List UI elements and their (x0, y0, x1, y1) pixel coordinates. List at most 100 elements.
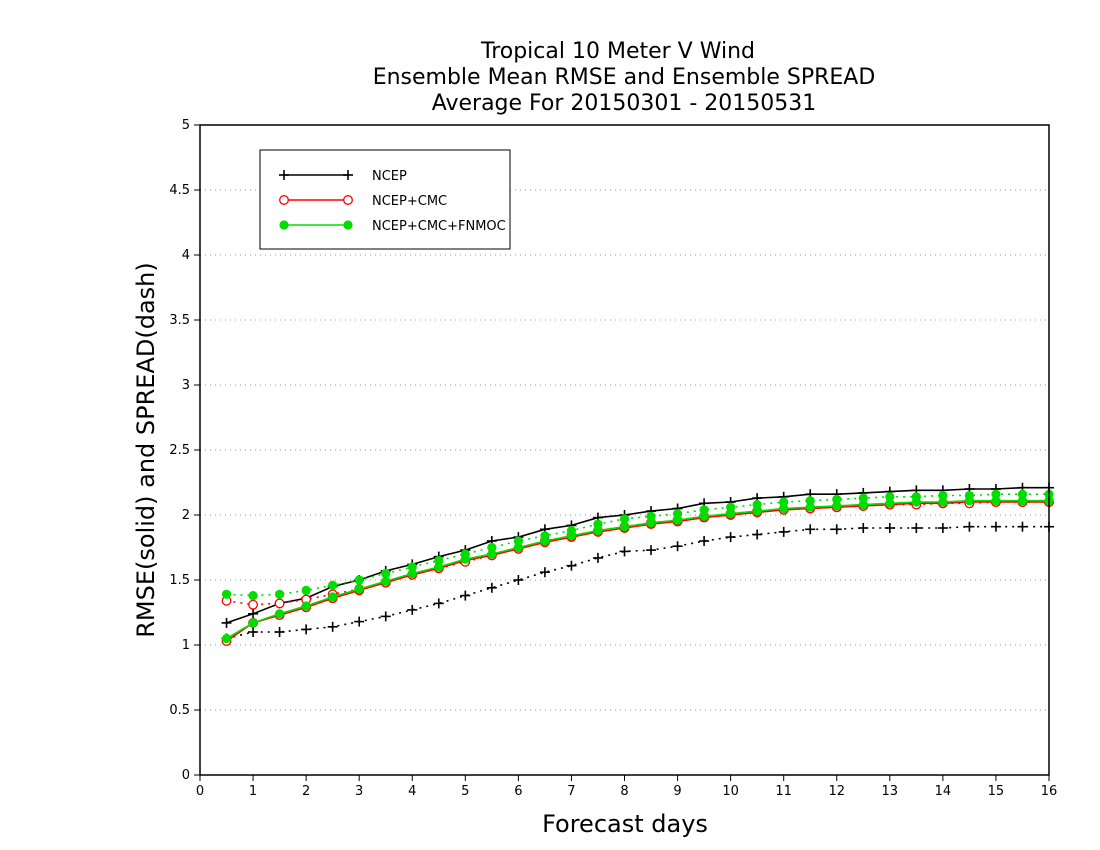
spread-point (885, 492, 895, 502)
spread-point (884, 523, 895, 533)
y-tick-label: 4 (182, 248, 190, 263)
spread-point (354, 575, 364, 585)
spread-point (592, 552, 603, 563)
spread-point (699, 505, 709, 515)
spread-point (832, 494, 842, 504)
x-tick-label: 6 (514, 784, 522, 799)
spread-point (619, 546, 630, 557)
rmse-line (226, 501, 1049, 642)
spread-point (566, 560, 577, 571)
spread-point (407, 562, 417, 572)
legend-label: NCEP+CMC (372, 194, 447, 209)
plot-frame (199, 124, 1050, 776)
x-tick-label: 16 (1041, 784, 1058, 799)
y-tick-label: 2.5 (169, 443, 190, 458)
rmse-point (593, 526, 603, 536)
spread-point (434, 555, 444, 566)
rmse-point (699, 511, 709, 521)
x-tick-label: 14 (935, 784, 952, 799)
rmse-point (354, 584, 364, 594)
x-tick-label: 12 (828, 784, 845, 799)
legend-item: NCEP (279, 169, 407, 184)
rmse-point (434, 562, 444, 572)
rmse-point (248, 608, 259, 619)
legend-marker-right (343, 170, 353, 180)
legend-marker-left (279, 170, 289, 180)
spread-point (646, 511, 656, 521)
y-tick-label: 1.5 (169, 573, 190, 588)
spread-point (274, 598, 285, 609)
spread-point (699, 536, 710, 546)
spread-point (911, 523, 922, 533)
spread-point (805, 524, 816, 535)
spread-point (672, 541, 683, 552)
spread-point (725, 532, 736, 543)
spread-point (646, 545, 657, 556)
x-axis-label: Forecast days (542, 810, 708, 838)
legend-item: NCEP+CMC+FNMOC (279, 219, 506, 234)
spread-point (301, 624, 312, 635)
rmse-point (221, 633, 232, 644)
legend: NCEP NCEP+CMC NCEP+CMC+FNMOC (259, 149, 511, 250)
x-tick-label: 1 (249, 784, 257, 799)
rmse-point (938, 497, 948, 507)
series-ncep (221, 482, 1054, 644)
spread-point (221, 589, 232, 599)
x-tick-label: 15 (988, 784, 1005, 799)
rmse-point (991, 496, 1001, 506)
x-tick-label: 13 (882, 784, 899, 799)
spread-point (964, 521, 975, 532)
spread-point (486, 582, 497, 593)
legend-label: NCEP+CMC+FNMOC (372, 219, 506, 234)
spread-point (858, 523, 869, 533)
spread-point (380, 611, 391, 622)
rmse-point (752, 506, 762, 516)
y-tick-label: 3.5 (169, 313, 190, 328)
rmse-point (832, 501, 842, 511)
spread-point (726, 502, 736, 512)
x-tick-label: 2 (302, 784, 310, 799)
rmse-point (487, 549, 497, 559)
legend-marker-right (343, 220, 353, 230)
y-tick-label: 2 (182, 508, 190, 523)
legend-marker-left (279, 220, 289, 230)
spread-point (539, 567, 550, 578)
spread-point (248, 591, 258, 601)
rmse-line (226, 486, 1049, 624)
x-tick-label: 9 (673, 784, 681, 799)
legend-item: NCEP+CMC (279, 194, 447, 209)
spread-point (248, 627, 259, 637)
spread-point (460, 549, 470, 559)
spread-point (381, 568, 391, 579)
spread-point (779, 497, 789, 507)
x-tick-label: 10 (722, 784, 739, 799)
x-tick-label: 11 (775, 784, 792, 799)
spread-point (991, 489, 1001, 499)
chart-title: Tropical 10 Meter V Wind Ensemble Mean R… (373, 39, 876, 116)
spread-point (1017, 521, 1028, 532)
rmse-point (726, 509, 736, 519)
spread-point (593, 519, 603, 529)
spread-point (858, 493, 868, 503)
spread-point (327, 621, 338, 632)
spread-point (964, 490, 975, 501)
spread-point (1017, 489, 1028, 499)
title-line-3: Average For 20150301 - 20150531 (432, 91, 817, 116)
x-tick-label: 5 (461, 784, 469, 799)
x-tick-label: 7 (567, 784, 575, 799)
x-axis-ticks: 0 1 2 3 4 5 6 7 8 9 10 11 12 13 14 15 16 (196, 775, 1057, 799)
gridlines (200, 189, 1049, 711)
spread-point (433, 598, 444, 609)
spread-point (540, 531, 550, 541)
spread-point (938, 490, 948, 501)
legend-label: NCEP (372, 169, 407, 184)
y-tick-label: 0 (182, 768, 190, 783)
y-tick-label: 1 (182, 638, 190, 653)
spread-point (513, 575, 524, 585)
rmse-point (646, 518, 656, 528)
spread-point (752, 529, 763, 540)
spread-point (274, 589, 285, 599)
spread-point (328, 580, 338, 590)
spread-point (274, 627, 285, 637)
